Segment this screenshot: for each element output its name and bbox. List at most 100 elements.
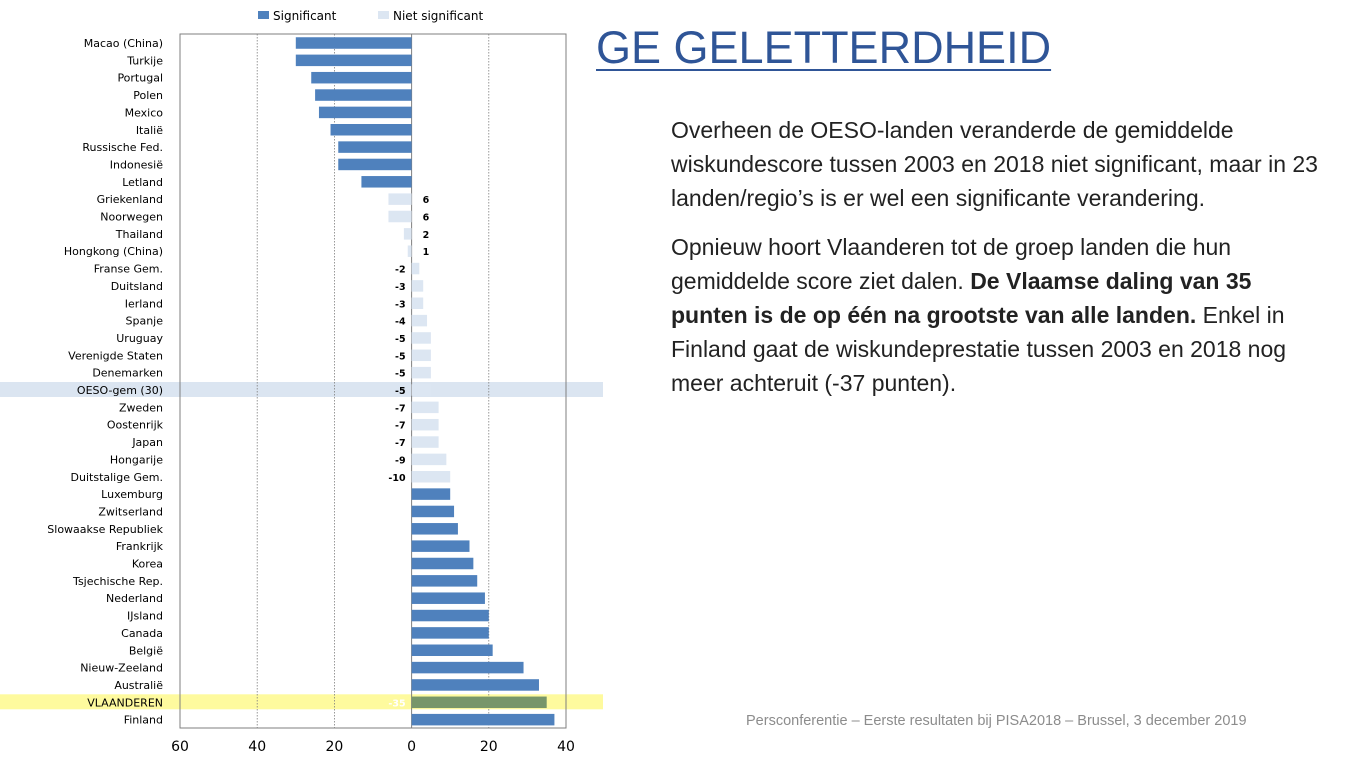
category-label: Denemarken [92, 367, 163, 380]
value-label: 25 [423, 91, 436, 102]
bar-hongarije [411, 453, 447, 466]
bar-hongkong-china [407, 245, 412, 257]
category-label: Zwitserland [98, 505, 163, 518]
bar-franse-gem [411, 262, 420, 275]
value-label: -7 [395, 403, 406, 414]
paragraph-2-bold: De Vlaamse daling van 35 punten is de op… [671, 268, 1252, 328]
category-label: Griekenland [97, 193, 163, 206]
value-label: -5 [395, 386, 406, 397]
legend-label: Significant [273, 9, 337, 23]
category-label: Slowaakse Republiek [47, 523, 163, 536]
category-label: Russische Fed. [82, 141, 163, 154]
category-label: Franse Gem. [94, 263, 163, 276]
category-label: Polen [133, 89, 163, 102]
legend-label: Niet significant [393, 9, 483, 23]
bar-korea [411, 557, 474, 570]
bar-ierland [411, 297, 424, 309]
legend-swatch [378, 11, 389, 19]
category-label: VLAANDEREN [87, 696, 163, 709]
value-label: -19 [388, 594, 405, 605]
bar-macao-china [295, 37, 412, 49]
category-label: Nieuw-Zeeland [80, 662, 163, 675]
paragraph-2-end: Enkel in Finland gaat de wiskundeprestat… [671, 301, 1287, 396]
value-label: 30 [423, 56, 437, 67]
value-label: -29 [388, 664, 405, 675]
bar-canada [411, 627, 489, 639]
category-label: Turkije [126, 54, 163, 67]
value-label: -5 [395, 351, 406, 362]
category-label: Duitstalige Gem. [71, 471, 163, 484]
category-label: Uruguay [116, 332, 163, 345]
category-label: Japan [131, 436, 163, 449]
category-label: Indonesië [110, 158, 163, 171]
value-label: -21 [388, 646, 405, 657]
chart-area: 30 Macao (China) 30 Turkije 26 Portugal 25 Pole… [0, 0, 605, 768]
value-label: -12 [388, 525, 405, 536]
bar-tsjechische-rep [411, 575, 478, 587]
category-label: OESO-gem (30) [77, 384, 163, 397]
paragraph-1: Overheen de OESO-landen veranderde de ge… [671, 117, 1318, 211]
category-label: Tsjechische Rep. [72, 575, 163, 588]
value-label: -2 [395, 265, 406, 276]
category-label: Mexico [125, 106, 164, 119]
category-label: Australië [114, 679, 163, 692]
category-label: Canada [121, 627, 163, 640]
paragraph-2: Opnieuw hoort Vlaanderen tot de groep la… [671, 231, 1321, 400]
bar-frankrijk [411, 540, 470, 552]
value-label: 21 [423, 126, 436, 137]
bar-mexico [318, 106, 412, 119]
value-label: -5 [395, 334, 406, 345]
value-label: -35 [388, 698, 405, 709]
bar-polen [315, 89, 412, 101]
bar-vlaanderen [411, 696, 547, 709]
category-label: IJsland [127, 610, 163, 623]
category-label: Duitsland [111, 280, 163, 293]
bar-australie [411, 679, 539, 691]
bar-belgie [411, 644, 493, 656]
value-label: 19 [423, 143, 436, 154]
value-label: -15 [388, 542, 405, 553]
value-label: -7 [395, 438, 406, 449]
bar-duitstalige-gem [411, 471, 451, 483]
category-label: Thailand [115, 228, 163, 241]
category-label: Italië [136, 124, 163, 137]
bar-zwitserland [411, 505, 455, 518]
bar-luxemburg [411, 488, 451, 500]
category-label: Letland [122, 176, 163, 189]
value-label: -9 [395, 455, 406, 466]
plot-frame [179, 33, 567, 729]
value-label: -5 [395, 369, 406, 380]
value-label: -10 [388, 473, 406, 484]
value-label: 19 [423, 160, 436, 171]
slide-title: GE GELETTERDHEID [596, 22, 1052, 73]
x-tick-label: 0 [407, 739, 416, 755]
value-label: -33 [388, 681, 405, 692]
value-label: -7 [395, 421, 406, 432]
value-label: 30 [423, 39, 437, 50]
paragraph-2-start: Opnieuw hoort Vlaanderen tot de groep la… [671, 234, 1232, 295]
value-label: 6 [423, 213, 430, 224]
legend-swatch [258, 11, 269, 19]
value-label: -16 [388, 560, 406, 571]
category-label: Hongarije [110, 453, 163, 466]
bar-indonesie [338, 158, 412, 171]
x-tick-label: 60 [171, 739, 189, 755]
category-label: Luxemburg [101, 488, 163, 501]
category-label: Frankrijk [116, 540, 164, 553]
category-label: Ierland [125, 297, 163, 310]
bar-uruguay [411, 332, 431, 344]
bar-denemarken [411, 366, 431, 379]
category-label: Hongkong (China) [64, 245, 163, 258]
category-label: Noorwegen [100, 211, 163, 224]
bar-turkije [295, 54, 412, 67]
bar-letland [361, 176, 412, 188]
category-label: Korea [132, 558, 163, 571]
bar-finland [411, 713, 555, 726]
highlight-band-oeso-gem-30 [0, 382, 603, 397]
bar-oeso-gem-30 [411, 384, 431, 396]
category-label: Oostenrijk [107, 419, 164, 432]
value-label: -4 [395, 317, 406, 328]
bar-thailand [403, 228, 412, 240]
bar-oostenrijk [411, 418, 439, 431]
